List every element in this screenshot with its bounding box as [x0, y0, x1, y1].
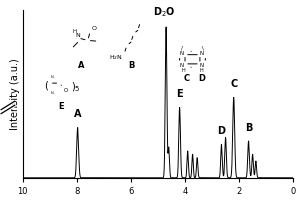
Text: N: N [199, 63, 203, 68]
Text: \: \ [202, 45, 204, 50]
Text: C: C [183, 74, 189, 83]
Text: $\left.\right)_5$: $\left.\right)_5$ [71, 81, 81, 94]
Text: D: D [198, 74, 205, 83]
Text: $_{H_2}$: $_{H_2}$ [50, 89, 56, 97]
Text: D$_2$O: D$_2$O [153, 5, 175, 19]
Text: O: O [92, 26, 97, 31]
Text: D: D [218, 126, 226, 136]
Text: H$_2$N: H$_2$N [109, 53, 123, 62]
Text: N: N [180, 51, 184, 56]
Text: E: E [58, 102, 63, 111]
Text: $\left(\right.$: $\left(\right.$ [44, 79, 50, 92]
Text: E: E [176, 89, 183, 99]
Text: /: / [181, 45, 183, 50]
Text: N: N [180, 63, 184, 68]
Text: A: A [74, 109, 81, 119]
Text: B: B [245, 123, 252, 133]
Text: H: H [72, 29, 76, 34]
Text: H: H [200, 68, 203, 73]
Y-axis label: Intensity (a.u.): Intensity (a.u.) [10, 58, 20, 130]
Text: O: O [64, 88, 68, 93]
Text: N: N [76, 33, 81, 38]
Text: B: B [128, 61, 134, 70]
Text: C: C [230, 79, 237, 89]
Text: $^{H_2}$: $^{H_2}$ [50, 74, 56, 81]
Text: A: A [78, 61, 84, 70]
Text: N: N [199, 51, 203, 56]
Text: H: H [182, 68, 186, 73]
